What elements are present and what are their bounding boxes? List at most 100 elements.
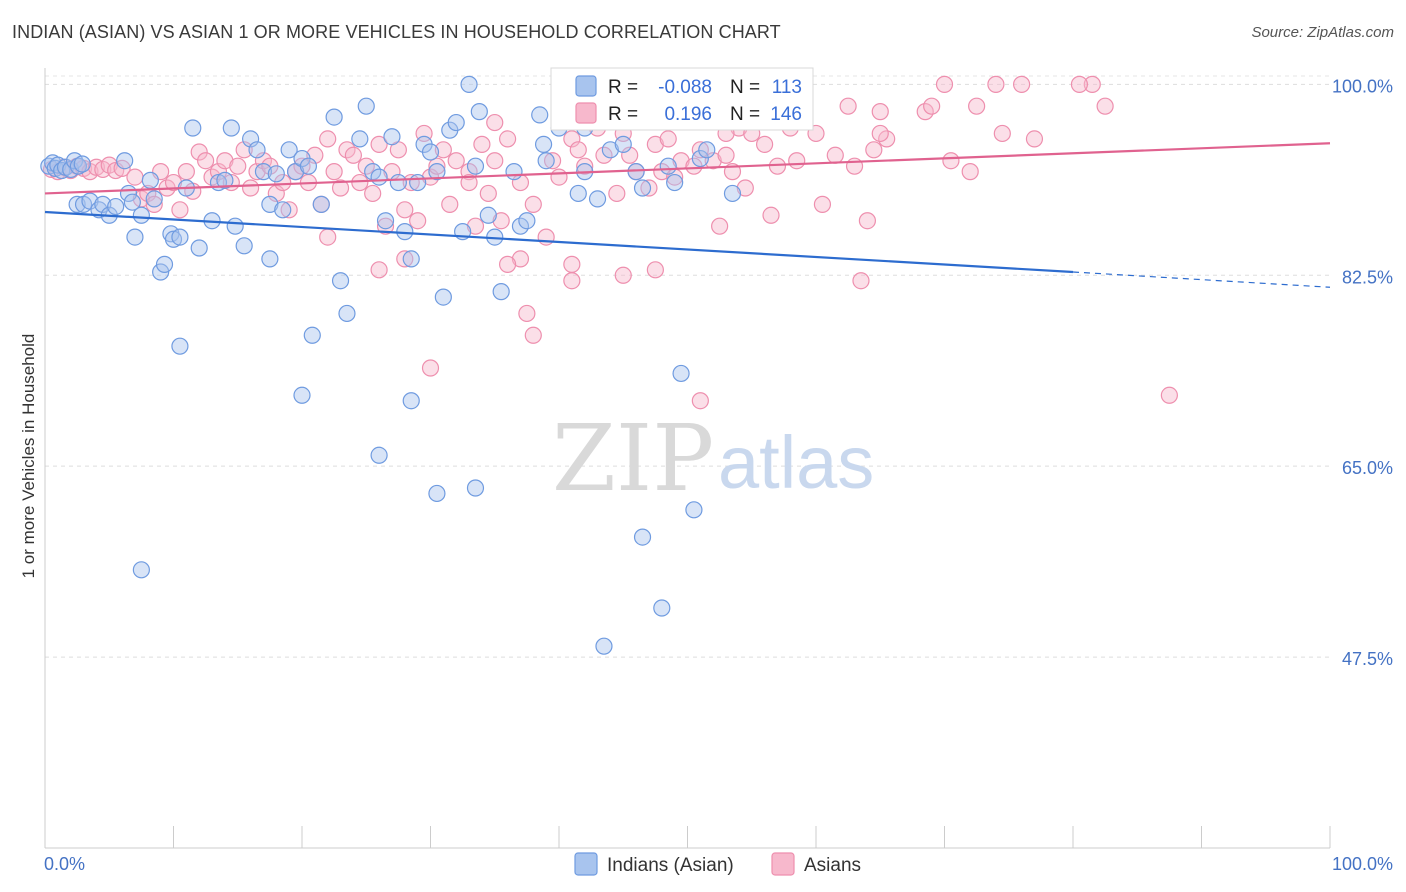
indians-asian-point (184, 119, 202, 137)
asians-point (1070, 75, 1089, 93)
indians-asian-point (312, 195, 330, 213)
indians-asian-point (242, 130, 260, 148)
trend-lines (44, 142, 1331, 288)
indians-asian-point (434, 288, 452, 306)
asians-point (871, 124, 889, 143)
asians-point (197, 152, 215, 170)
indians-asian-point (293, 386, 311, 404)
indians-asian-point (370, 168, 388, 186)
indians-asian-point (479, 206, 497, 224)
indians-asian-point (254, 163, 273, 181)
indians-asian-point (132, 206, 150, 224)
indians-asian-point (447, 113, 465, 132)
asians-point (229, 157, 247, 175)
asians-point (87, 158, 106, 176)
indians-asian-point (171, 337, 189, 355)
asians-point (466, 217, 485, 235)
legend-label-indians-asian: Indians (Asian) (607, 855, 734, 876)
asians-point (248, 163, 266, 181)
indians-asian-point (505, 163, 523, 181)
asians-point (396, 250, 414, 268)
indians-asian-point (299, 157, 318, 175)
trendline-indians-asian (44, 210, 1074, 274)
asians-point (1083, 75, 1101, 93)
x-axis-ticks (44, 826, 1331, 848)
asians-point (788, 152, 806, 170)
asians-point (563, 272, 581, 290)
indians-asian-point (248, 141, 266, 159)
indians-asian-point (274, 201, 292, 219)
asians-point (376, 217, 395, 235)
indians-asian-point (107, 197, 125, 216)
indians-asian-point (633, 528, 652, 546)
asians-point (325, 163, 343, 181)
indians-asian-point (537, 152, 555, 170)
asians-point (370, 261, 388, 279)
indians-asian-point (601, 141, 620, 159)
indians-asian-point (672, 364, 690, 383)
watermark-atlas: atlas (718, 421, 874, 504)
indians-asian-point (428, 484, 446, 503)
indians-asian-point (685, 501, 703, 519)
asians-point (968, 97, 986, 115)
y-tick-label: 100.0% (1332, 76, 1393, 96)
asians-point (865, 141, 883, 159)
stats-legend-box: R = -0.088 N = 113 R = 0.196 N = 146 (550, 67, 814, 131)
asians-point (511, 250, 530, 268)
asians-point (486, 113, 504, 132)
watermark: ZIP atlas (552, 405, 874, 512)
stats-pink-r-label: R = (608, 104, 638, 125)
indians-asian-point (222, 119, 240, 137)
indians-asian-point (614, 135, 632, 153)
indians-asian-point (357, 97, 375, 115)
indians-asian-point (155, 255, 174, 273)
stats-pink-n-label: N = (730, 104, 760, 125)
indians-asian-point (331, 272, 350, 290)
asians-point (942, 152, 960, 170)
asians-point (839, 97, 857, 115)
asians-point (421, 359, 440, 377)
asians-point (691, 141, 709, 159)
trendline-asians (44, 142, 1331, 195)
asians-point (691, 392, 709, 410)
asians-point (499, 255, 517, 273)
asians-point (216, 152, 234, 170)
indians-asian-point (460, 75, 478, 93)
indians-asian-point (351, 130, 369, 148)
stats-blue-n-label: N = (730, 77, 760, 98)
asians-point (364, 184, 382, 203)
asians-point (126, 168, 144, 186)
stats-blue-r-value: -0.088 (658, 77, 712, 98)
indians-asian-point (492, 283, 510, 301)
asians-point (858, 212, 877, 230)
asians-point (473, 135, 491, 153)
indians-asian-point (518, 212, 536, 230)
indians-asian-point (132, 561, 150, 579)
y-axis-tick-labels: 47.5% 65.0% 82.5% 100.0% (1332, 76, 1393, 669)
indians-asian-point (653, 599, 671, 617)
asians-point (434, 141, 452, 159)
indians-asian-point (226, 217, 244, 235)
indians-asian-point (73, 155, 91, 173)
asians-point (768, 157, 787, 175)
indians-asian-point (698, 141, 716, 159)
y-tick-label: 82.5% (1342, 267, 1393, 287)
asians-point (1096, 97, 1114, 115)
asians-point (813, 195, 832, 213)
asians-point (177, 163, 195, 181)
x-tick-label-max: 100.0% (1332, 854, 1393, 874)
stats-pink-r-value: 0.196 (664, 104, 712, 125)
indians-asian-point (123, 193, 141, 211)
asians-point (164, 173, 183, 192)
indians-asian-point (409, 173, 427, 192)
asians-point (190, 143, 208, 161)
indians-asian-point (402, 250, 420, 268)
indians-asian-point (569, 184, 587, 203)
indians-asian-point (588, 190, 607, 208)
asians-point (447, 152, 465, 170)
chart-title: INDIAN (ASIAN) VS ASIAN 1 OR MORE VEHICL… (12, 22, 781, 42)
asians-point (370, 135, 388, 153)
y-tick-label: 65.0% (1342, 458, 1393, 478)
asians-point (524, 195, 542, 213)
asians-point (486, 152, 504, 170)
